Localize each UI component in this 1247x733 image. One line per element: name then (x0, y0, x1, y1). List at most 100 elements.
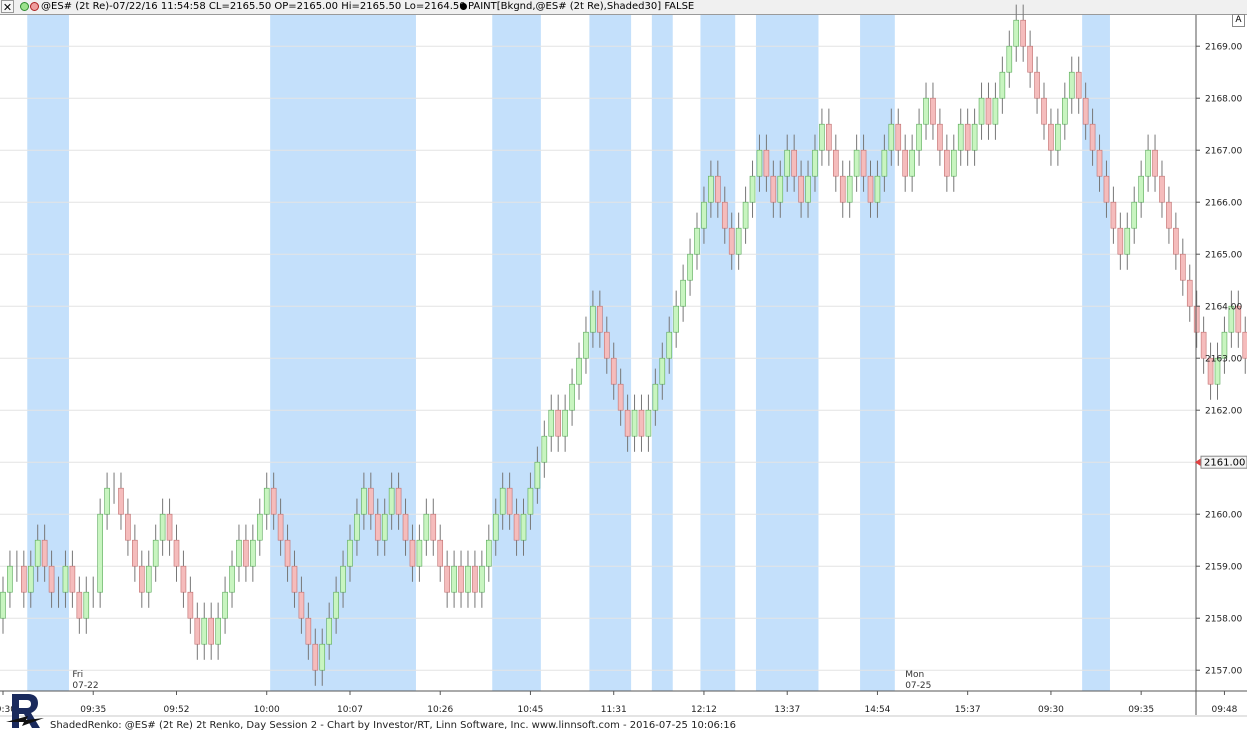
shaded-region (1082, 15, 1110, 691)
down-brick (305, 617, 312, 645)
time-tick-label: 10:07 (337, 705, 363, 715)
down-brick (298, 591, 305, 619)
time-tick-label: 09:35 (80, 705, 106, 715)
price-tick-label: 2167.00 (1205, 147, 1242, 157)
auto-scale-button[interactable]: A (1232, 14, 1245, 27)
down-brick (395, 487, 402, 515)
up-brick (381, 513, 388, 541)
up-brick (256, 513, 263, 541)
time-tick-label: 10:26 (427, 705, 453, 715)
down-brick (721, 201, 728, 229)
up-brick (465, 565, 471, 593)
down-brick (402, 513, 409, 541)
down-brick (1200, 331, 1207, 359)
time-tick-label: 09:30 (0, 705, 16, 715)
up-brick (145, 565, 152, 593)
session-date-label: 07-25 (905, 681, 931, 691)
down-brick (1034, 71, 1040, 99)
down-brick (125, 513, 131, 541)
down-brick (832, 149, 839, 177)
up-brick (909, 149, 915, 177)
shaded-region (700, 15, 736, 691)
down-brick (208, 617, 214, 645)
up-brick (687, 253, 693, 281)
up-brick (423, 513, 430, 541)
red-status-icon[interactable] (30, 2, 39, 11)
up-brick (340, 565, 346, 593)
up-brick (229, 565, 235, 593)
down-brick (430, 513, 437, 541)
session-date-label: 07-22 (72, 681, 98, 691)
up-brick (215, 617, 221, 645)
up-brick (853, 149, 860, 177)
down-brick (770, 175, 777, 203)
time-tick-label: 09:52 (164, 705, 190, 715)
down-brick (139, 565, 145, 593)
shaded-regions (27, 15, 1110, 691)
down-brick (1096, 149, 1103, 177)
down-brick (1173, 227, 1179, 255)
price-tick-label: 2169.00 (1205, 43, 1242, 53)
up-brick (680, 279, 686, 307)
up-brick (201, 617, 208, 645)
down-brick (715, 175, 721, 203)
down-brick (617, 383, 624, 411)
up-brick (673, 305, 679, 333)
up-brick (416, 539, 423, 567)
time-tick-label: 15:37 (955, 705, 981, 715)
up-brick (957, 123, 964, 151)
down-brick (41, 539, 48, 567)
down-brick (930, 97, 936, 125)
up-brick (1068, 71, 1075, 99)
study-indicator-icon[interactable] (460, 3, 467, 10)
up-brick (659, 357, 666, 385)
up-brick (590, 305, 596, 333)
up-brick (1055, 123, 1061, 151)
up-brick (652, 383, 659, 411)
down-brick (180, 565, 187, 593)
close-icon[interactable]: ✕ (1, 0, 14, 14)
up-brick (492, 513, 499, 541)
up-brick (923, 97, 929, 125)
down-brick (1082, 97, 1089, 125)
time-tick-label: 09:48 (1211, 705, 1237, 715)
up-brick (1131, 201, 1138, 229)
green-status-icon[interactable] (20, 2, 29, 11)
down-brick (444, 565, 450, 593)
down-brick (118, 487, 124, 515)
down-brick (243, 539, 249, 567)
up-brick (1221, 331, 1228, 359)
up-brick (222, 591, 228, 619)
study-label[interactable]: PAINT[Bkgnd,@ES# (2t Re),Shaded30] FALSE (468, 1, 695, 12)
down-brick (1020, 19, 1026, 47)
shaded-region (492, 15, 541, 691)
up-brick (0, 591, 6, 619)
up-brick (812, 149, 818, 177)
up-brick (534, 461, 541, 489)
down-brick (277, 513, 284, 541)
time-tick-label: 09:35 (1128, 705, 1154, 715)
up-brick (1228, 305, 1235, 333)
chart-title: @ES# (2t Re)-07/22/16 11:54:58 CL=2165.5… (41, 1, 466, 12)
up-brick (159, 513, 166, 541)
down-brick (985, 97, 992, 125)
time-tick-label: 09:30 (1038, 705, 1064, 715)
down-brick (1242, 331, 1247, 359)
up-brick (950, 149, 957, 177)
down-brick (1117, 227, 1124, 255)
up-brick (104, 487, 110, 515)
up-brick (354, 513, 360, 541)
up-brick (742, 201, 749, 229)
up-brick (479, 565, 485, 593)
price-tick-label: 2166.00 (1205, 199, 1242, 209)
down-brick (1193, 305, 1200, 333)
down-brick (624, 409, 631, 437)
up-brick (361, 487, 367, 515)
down-brick (458, 565, 464, 593)
up-brick (527, 487, 534, 515)
down-brick (1089, 123, 1096, 151)
up-brick (1214, 357, 1221, 385)
up-brick (888, 123, 895, 151)
down-brick (187, 591, 194, 619)
